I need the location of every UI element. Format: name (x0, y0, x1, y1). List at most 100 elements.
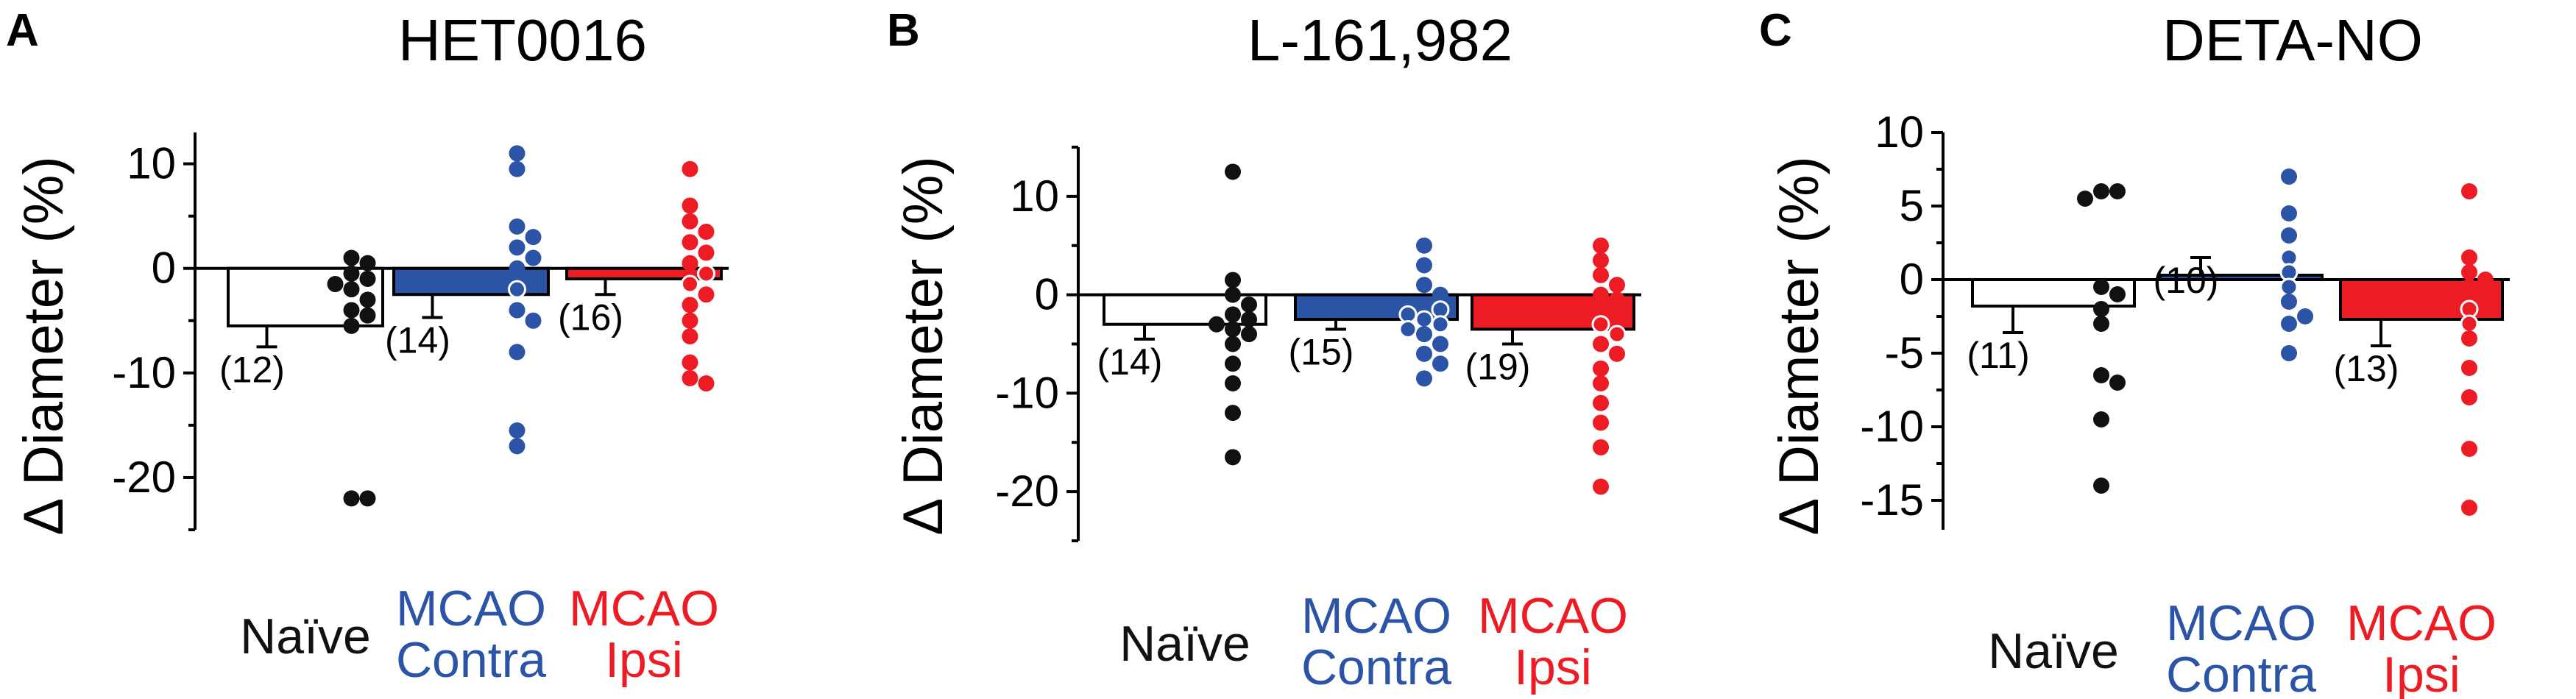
panel-b-point-naive (1241, 297, 1257, 313)
panel-b-point-ipsi (1593, 439, 1609, 455)
panel-b-n-label-ipsi: (19) (1465, 347, 1531, 388)
panel-a-point-contra (509, 160, 526, 177)
panel-a-n-label-naive: (12) (219, 349, 285, 390)
panel-letter-b: B (887, 5, 920, 56)
panel-b-y-tick-label: -20 (995, 466, 1059, 516)
panel-b-point-naive (1225, 375, 1241, 391)
panel-a-y-tick-label: 0 (152, 244, 176, 293)
panel-b-y-tick-label: -10 (995, 368, 1059, 417)
panel-b-ylabel: Δ Diameter (%) (892, 156, 955, 535)
panel-a-point-naive (343, 490, 360, 507)
panel-a-point-contra (509, 145, 526, 162)
panel-c-point-naive (2093, 301, 2109, 317)
panel-a-title: HET0016 (398, 7, 647, 73)
panel-b-point-contra (1416, 326, 1432, 343)
panel-b-point-naive (1241, 311, 1257, 328)
panel-c-bar-contra (2159, 274, 2324, 281)
panel-c-point-contra (2297, 308, 2313, 324)
panel-b-point-ipsi (1609, 277, 1625, 294)
panel-a-points (327, 145, 715, 507)
panel-a-point-contra (509, 218, 526, 235)
panel-b-category-label-contra: Contra (1301, 639, 1451, 695)
panel-b-point-contra (1415, 310, 1434, 329)
panel-c-point-naive (2093, 411, 2109, 427)
panel-a-point-contra (509, 302, 526, 319)
panel-b-point-naive (1225, 286, 1241, 303)
panel-b-point-ipsi (1593, 286, 1609, 303)
panel-c-point-ipsi (2461, 249, 2477, 266)
panel-b-point-ipsi (1593, 394, 1609, 411)
panel-a-n-label-ipsi: (16) (558, 297, 623, 338)
panel-b-point-contra (1431, 315, 1450, 334)
panel-c-point-ipsi (2461, 264, 2477, 280)
panel-a-y-tick-label: -20 (112, 453, 176, 502)
panel-a-point-contra (525, 270, 542, 287)
panel-b-point-naive (1225, 355, 1241, 372)
panel-a-point-contra (525, 249, 542, 266)
panel-a-point-ipsi (682, 297, 698, 313)
panel-a-y-tick-label: 10 (127, 139, 176, 188)
panel-c: C DETA-NO Δ Diameter (%) 10 5 0 -5 -10 -15 (1… (1759, 5, 2510, 699)
panel-a-point-naive (359, 270, 376, 287)
panel-b-point-ipsi (1593, 266, 1609, 283)
panel-b-point-ipsi (1593, 301, 1609, 318)
panel-a-y-tick-label: -10 (112, 348, 176, 397)
panel-a-point-ipsi (682, 213, 698, 230)
panel-a-point-naive (327, 276, 344, 293)
panel-b-point-naive (1225, 405, 1241, 422)
panel-a-point-ipsi (682, 312, 698, 329)
panel-a-point-contra (509, 422, 526, 439)
panel-b-point-contra (1416, 277, 1432, 294)
panel-b-point-ipsi (1593, 360, 1609, 377)
panel-c-point-contra (2279, 277, 2299, 297)
panel-a-point-contra (525, 312, 542, 329)
panel-c-y-tick-label: -15 (1860, 475, 1924, 525)
panel-c-bar-ipsi (2339, 278, 2504, 321)
panel-c-category-label-contra: Contra (2166, 647, 2316, 699)
panel-a-point-contra (509, 344, 526, 361)
panel-b-point-ipsi (1577, 297, 1593, 313)
panel-c-point-contra (2281, 205, 2297, 221)
panel-a-point-ipsi (698, 224, 715, 240)
panel-a-point-contra (509, 438, 526, 455)
panel-b-point-contra (1432, 336, 1448, 352)
panel-b-n-label-naive: (14) (1097, 341, 1163, 383)
panel-a-category-label-ipsi: Ipsi (605, 632, 683, 688)
panel-c-point-contra (2281, 316, 2297, 332)
panel-c-y-tick-label: -5 (1885, 328, 1924, 377)
panel-a-category-label-contra: Contra (396, 632, 546, 688)
panel-c-point-naive (2093, 316, 2109, 332)
panel-a-bars: (12) (14) (16) (195, 266, 729, 390)
panel-b-point-contra (1432, 286, 1448, 303)
panel-b-point-ipsi (1593, 478, 1609, 495)
panel-c-n-label-naive: (11) (1967, 335, 2029, 376)
panel-letter-c: C (1759, 5, 1792, 56)
panel-b-point-naive (1225, 321, 1241, 338)
panel-a-category-label-contra: MCAO (396, 581, 546, 636)
panel-a-point-naive (359, 291, 376, 308)
panel-a-point-contra (525, 229, 542, 246)
panel-b-y-tick-label: 10 (1010, 171, 1059, 221)
panel-b-point-naive (1225, 163, 1241, 180)
panel-b-point-contra (1416, 237, 1432, 254)
panel-b-point-ipsi (1593, 237, 1609, 254)
panel-a-point-ipsi (698, 375, 715, 392)
panel-b-point-contra (1416, 345, 1432, 362)
panel-a-y-axis: 10 0 -10 -20 (112, 132, 197, 531)
panel-a-bar-ipsi (565, 266, 723, 280)
panel-a-point-ipsi (698, 286, 715, 303)
panel-c-point-contra (2281, 168, 2297, 185)
panel-c-point-ipsi (2461, 330, 2477, 347)
panel-b: B L-161,982 Δ Diameter (%) 10 0 -10 -20 (14… (887, 5, 1641, 695)
panel-a: A HET0016 Δ Diameter (%) 100-10-20 (12)(… (6, 5, 729, 688)
panel-c-point-ipsi (2461, 360, 2477, 376)
panel-a-point-contra (509, 239, 526, 256)
panel-a-bar-naive (227, 266, 384, 327)
panel-c-point-ipsi (2461, 500, 2477, 516)
panel-a-point-ipsi (682, 160, 698, 177)
panel-c-points (2077, 168, 2494, 516)
panel-c-title: DETA-NO (2162, 7, 2423, 73)
